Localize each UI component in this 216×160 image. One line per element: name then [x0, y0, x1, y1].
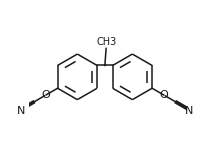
Text: O: O: [42, 90, 51, 100]
Text: N: N: [185, 106, 193, 116]
Text: N: N: [17, 106, 25, 116]
Text: CH3: CH3: [97, 37, 117, 47]
Text: O: O: [159, 90, 168, 100]
